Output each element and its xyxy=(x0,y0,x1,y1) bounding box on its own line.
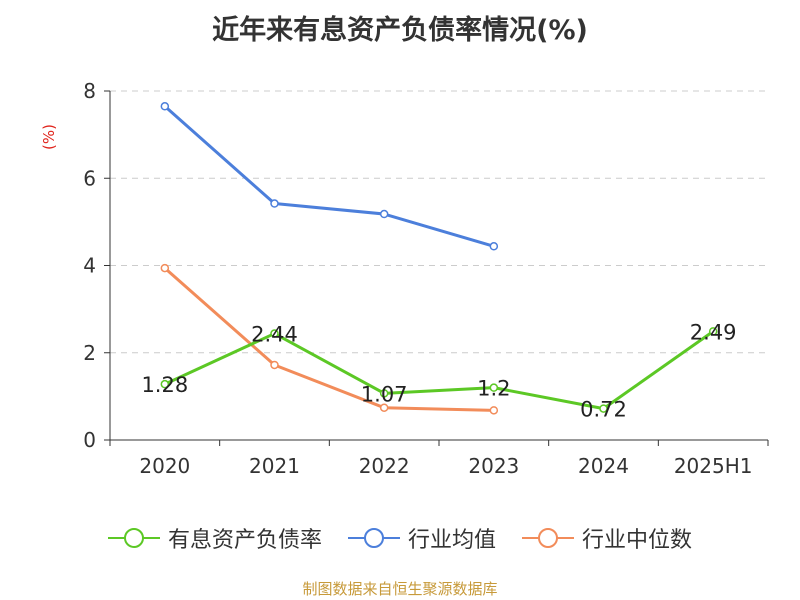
x-tick-label: 2022 xyxy=(359,454,410,478)
y-tick-label: 6 xyxy=(83,166,96,190)
data-point xyxy=(489,383,499,392)
data-point xyxy=(379,403,389,412)
chart-legend: 有息资产负债率 行业均值 行业中位数 xyxy=(0,518,800,558)
y-tick-label: 2 xyxy=(83,341,96,365)
chart-title: 近年来有息资产负债率情况(%) xyxy=(212,15,588,46)
data-point xyxy=(489,242,499,251)
x-tick-label: 2025H1 xyxy=(674,454,753,478)
data-point xyxy=(270,329,279,338)
y-tick-label: 8 xyxy=(83,79,96,103)
legend-item[interactable]: 行业均值 xyxy=(347,522,496,554)
legend-item[interactable]: 有息资产负债率 xyxy=(107,522,322,554)
x-tick-label: 2020 xyxy=(139,454,190,478)
data-source-note: 制图数据来自恒生聚源数据库 xyxy=(302,580,498,598)
data-label: 1.07 xyxy=(361,382,408,406)
legend-line-circle-icon xyxy=(107,528,160,548)
y-tick-label: 4 xyxy=(83,254,96,278)
x-tick-label: 2024 xyxy=(578,454,629,478)
x-tick-label: 2023 xyxy=(468,454,519,478)
x-tick-label: 2021 xyxy=(249,454,300,478)
legend-line-circle-icon xyxy=(522,528,574,548)
data-point xyxy=(489,406,499,415)
data-point xyxy=(379,389,389,398)
data-label: 2.44 xyxy=(251,323,298,347)
data-point xyxy=(160,379,170,389)
legend-label: 行业均值 xyxy=(407,528,496,553)
data-point xyxy=(708,327,718,336)
y-tick-label: 0 xyxy=(83,428,96,452)
data-point xyxy=(379,209,389,219)
data-point xyxy=(599,404,608,413)
legend-line-circle-icon xyxy=(347,528,400,548)
data-label: 1.28 xyxy=(141,373,188,397)
data-label: 2.49 xyxy=(690,320,737,344)
data-point xyxy=(160,263,170,273)
legend-item[interactable]: 行业中位数 xyxy=(522,522,692,554)
legend-label: 行业中位数 xyxy=(582,528,693,553)
series-line xyxy=(163,266,494,412)
series-line xyxy=(163,105,495,248)
data-point xyxy=(270,360,279,370)
data-label: 1.2 xyxy=(477,377,510,401)
legend-label: 有息资产负债率 xyxy=(167,528,322,553)
data-label: 0.72 xyxy=(580,398,627,422)
data-point xyxy=(270,199,279,208)
series-line xyxy=(164,330,715,411)
data-point xyxy=(160,102,170,111)
